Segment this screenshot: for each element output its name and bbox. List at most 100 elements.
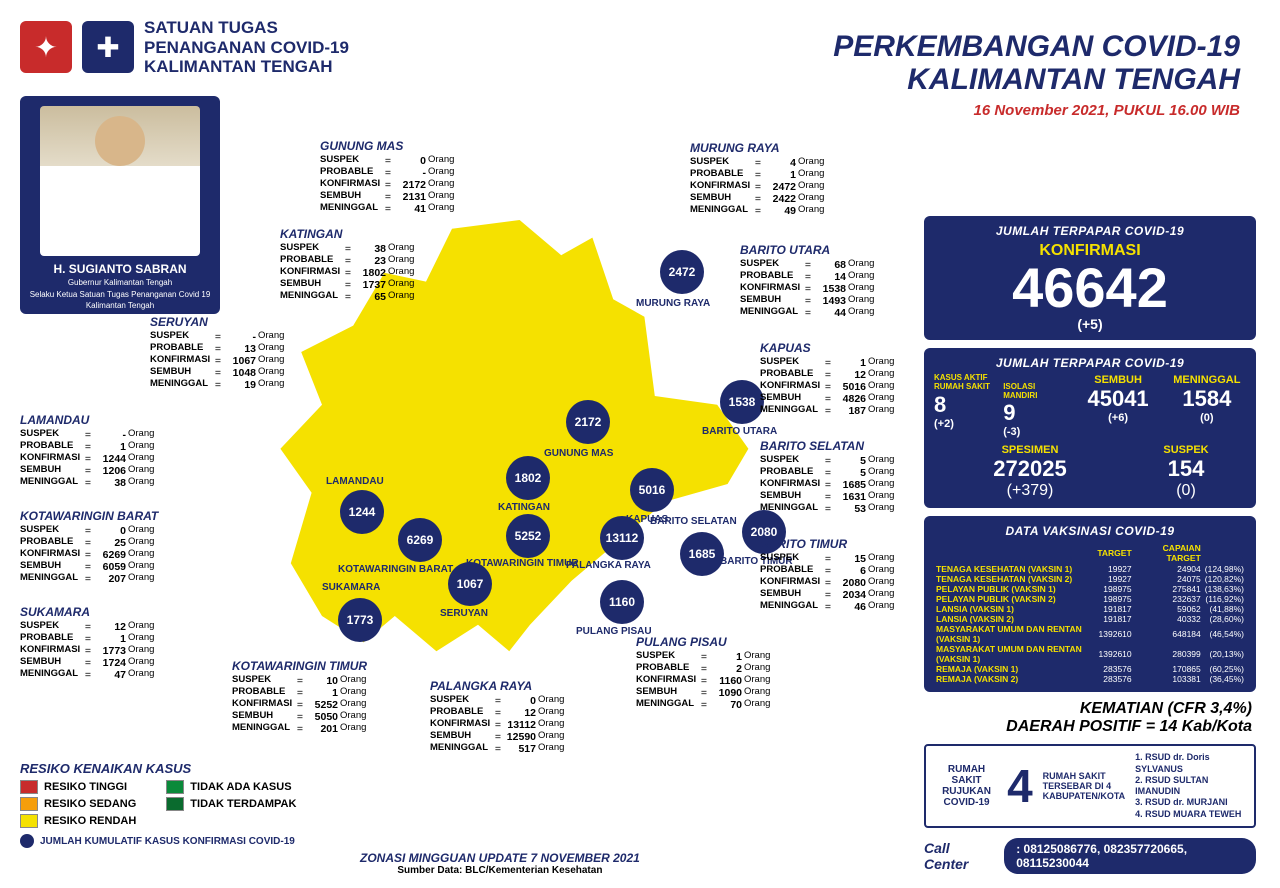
rs-left3: COVID-19 xyxy=(936,797,997,808)
spesimen-label: SPESIMEN xyxy=(934,444,1126,456)
map-region-label: KATINGAN xyxy=(498,502,550,513)
map-bubble: 2172 xyxy=(566,400,610,444)
vaksin-row: TENAGA KESEHATAN (VAKSIN 2)1992724075(12… xyxy=(934,574,1246,584)
region-block: MURUNG RAYASUSPEK=4OrangPROBABLE=1OrangK… xyxy=(690,142,834,217)
region-row: MENINGGAL=517Orang xyxy=(430,743,574,755)
governor-sub2: Selaku Ketua Satuan Tugas Penanganan Cov… xyxy=(26,290,214,300)
governor-photo xyxy=(40,106,200,256)
suspek-delta: (0) xyxy=(1126,482,1246,500)
org-line2: PENANGANAN COVID-19 xyxy=(144,38,349,58)
rs-item: 1. RSUD dr. Doris SYLVANUS xyxy=(1135,752,1244,775)
map-bubble: 6269 xyxy=(398,518,442,562)
map-region-label: KOTAWARINGIN BARAT xyxy=(338,564,453,575)
meninggal-delta: (0) xyxy=(1168,412,1246,424)
rs-mid2: TERSEBAR DI 4 xyxy=(1043,781,1126,791)
spesimen-delta: (+379) xyxy=(934,482,1126,500)
region-row: MENINGGAL=38Orang xyxy=(20,477,164,489)
vaksin-row: LANSIA (VAKSIN 2)19181740332(28,60%) xyxy=(934,614,1246,624)
vaksin-row: TENAGA KESEHATAN (VAKSIN 1)1992724904(12… xyxy=(934,564,1246,574)
rs-num: 4 xyxy=(1007,763,1033,809)
zonasi-line2: Sumber Data: BLC/Kementerian Kesehatan xyxy=(360,865,640,876)
spesimen-value: 272025 xyxy=(934,456,1126,482)
org-line1: SATUAN TUGAS xyxy=(144,18,349,38)
rs-mid1: RUMAH SAKIT xyxy=(1043,771,1126,781)
region-block: KAPUASSUSPEK=1OrangPROBABLE=12OrangKONFI… xyxy=(760,342,904,417)
zonasi-footer: ZONASI MINGGUAN UPDATE 7 NOVEMBER 2021 S… xyxy=(360,851,640,876)
cc-numbers: : 08125086776, 082357720665, 08115230044 xyxy=(1004,838,1256,874)
legend-title: RESIKO KENAIKAN KASUS xyxy=(20,761,296,776)
legend-item: RESIKO RENDAH xyxy=(20,814,136,828)
kasus-aktif-v2: 9 xyxy=(1003,400,1068,426)
vaksin-row: MASYARAKAT UMUM DAN RENTAN (VAKSIN 1)139… xyxy=(934,624,1246,644)
region-block: KOTAWARINGIN BARATSUSPEK=0OrangPROBABLE=… xyxy=(20,510,164,585)
konfirmasi-delta: (+5) xyxy=(934,316,1246,332)
suspek-label: SUSPEK xyxy=(1126,444,1246,456)
region-block: BARITO SELATANSUSPEK=5OrangPROBABLE=5Ora… xyxy=(760,440,904,515)
map-region-label: BARITO SELATAN xyxy=(650,516,737,527)
governor-card: H. SUGIANTO SABRAN Gubernur Kalimantan T… xyxy=(20,96,220,314)
region-title: LAMANDAU xyxy=(20,414,164,428)
map-bubble: 1160 xyxy=(600,580,644,624)
region-title: PALANGKA RAYA xyxy=(430,680,574,694)
rs-item: 2. RSUD SULTAN IMANUDIN xyxy=(1135,775,1244,798)
map-bubble: 1067 xyxy=(448,562,492,606)
legend-item: TIDAK TERDAMPAK xyxy=(166,797,296,811)
cc-label: Call Center xyxy=(924,840,992,872)
vaksin-row: PELAYAN PUBLIK (VAKSIN 2)198975232637(11… xyxy=(934,594,1246,604)
vaksin-table: TARGETCAPAIAN TARGET TENAGA KESEHATAN (V… xyxy=(934,542,1246,684)
region-title: PULANG PISAU xyxy=(636,636,780,650)
map-region-label: LAMANDAU xyxy=(326,476,384,487)
region-title: GUNUNG MAS xyxy=(320,140,464,154)
meninggal-label: MENINGGAL xyxy=(1168,374,1246,386)
rs-left2: RUJUKAN xyxy=(936,786,997,797)
konfirmasi-value: 46642 xyxy=(934,260,1246,316)
region-row: MENINGGAL=187Orang xyxy=(760,405,904,417)
vaksin-title: DATA VAKSINASI COVID-19 xyxy=(934,524,1246,538)
kasus-aktif-sub1: RUMAH SAKIT xyxy=(934,383,999,392)
legend-item: TIDAK ADA KASUS xyxy=(166,780,296,794)
vaksin-row: LANSIA (VAKSIN 1)19181759062(41,88%) xyxy=(934,604,1246,614)
region-title: KAPUAS xyxy=(760,342,904,356)
region-title: SUKAMARA xyxy=(20,606,164,620)
region-row: MENINGGAL=47Orang xyxy=(20,669,164,681)
panel1-title: JUMLAH TERPAPAR COVID-19 xyxy=(934,224,1246,238)
rs-item: 3. RSUD dr. MURJANI xyxy=(1135,797,1244,808)
map-bubble: 1802 xyxy=(506,456,550,500)
region-title: KOTAWARINGIN TIMUR xyxy=(232,660,376,674)
map-region-label: MURUNG RAYA xyxy=(636,298,710,309)
suspek-value: 154 xyxy=(1126,456,1246,482)
region-row: MENINGGAL=70Orang xyxy=(636,699,780,711)
region-block: KOTAWARINGIN TIMURSUSPEK=10OrangPROBABLE… xyxy=(232,660,376,735)
governor-name: H. SUGIANTO SABRAN xyxy=(26,262,214,276)
logo-province-icon: ✦ xyxy=(20,21,72,73)
region-title: BARITO SELATAN xyxy=(760,440,904,454)
region-row: MENINGGAL=44Orang xyxy=(740,307,884,319)
rs-left1: RUMAH SAKIT xyxy=(936,764,997,786)
rs-item: 4. RSUD MUARA TEWEH xyxy=(1135,809,1244,820)
panel-vaksin: DATA VAKSINASI COVID-19 TARGETCAPAIAN TA… xyxy=(924,516,1256,692)
governor-sub3: Kalimantan Tengah xyxy=(26,301,214,311)
map-bubble: 1773 xyxy=(338,598,382,642)
cfr-block: KEMATIAN (CFR 3,4%) DAERAH POSITIF = 14 … xyxy=(924,700,1252,736)
region-row: MENINGGAL=53Orang xyxy=(760,503,904,515)
region-row: MENINGGAL=46Orang xyxy=(760,601,904,613)
legend-foot: JUMLAH KUMULATIF KASUS KONFIRMASI COVID-… xyxy=(20,834,296,848)
call-center: Call Center : 08125086776, 082357720665,… xyxy=(924,838,1256,874)
title-line1: PERKEMBANGAN COVID-19 xyxy=(833,30,1240,63)
map-region-label: GUNUNG MAS xyxy=(544,448,613,459)
kasus-aktif-v1: 8 xyxy=(934,392,999,418)
org-line3: KALIMANTAN TENGAH xyxy=(144,57,349,77)
region-row: MENINGGAL=41Orang xyxy=(320,203,464,215)
region-block: BARITO UTARASUSPEK=68OrangPROBABLE=14Ora… xyxy=(740,244,884,319)
region-row: MENINGGAL=207Orang xyxy=(20,573,164,585)
map-region-label: PALANGKA RAYA xyxy=(566,560,651,571)
map-region-label: BARITO UTARA xyxy=(702,426,777,437)
vaksin-row: PELAYAN PUBLIK (VAKSIN 1)198975275841(13… xyxy=(934,584,1246,594)
sembuh-label: SEMBUH xyxy=(1072,374,1163,386)
cfr-line2: DAERAH POSITIF = 14 Kab/Kota xyxy=(924,718,1252,736)
map-bubble: 1244 xyxy=(340,490,384,534)
map-bubble: 1685 xyxy=(680,532,724,576)
region-block: BARITO TIMURSUSPEK=15OrangPROBABLE=6Oran… xyxy=(760,538,904,613)
legend-item: RESIKO TINGGI xyxy=(20,780,136,794)
region-block: PALANGKA RAYASUSPEK=0OrangPROBABLE=12Ora… xyxy=(430,680,574,755)
